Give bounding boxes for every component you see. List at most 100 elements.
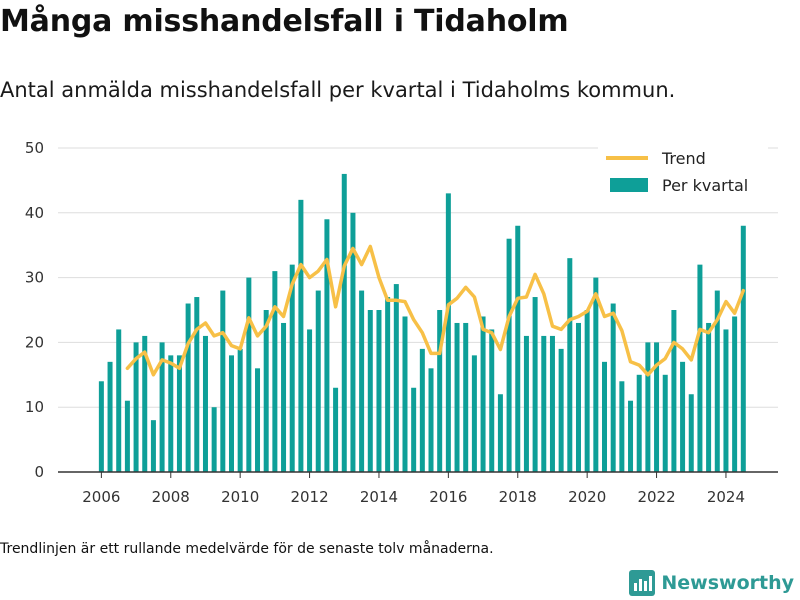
- newsworthy-logo-icon: [629, 570, 656, 596]
- bar: [393, 284, 399, 472]
- bar: [185, 303, 191, 472]
- x-tick-label: 2024: [707, 488, 745, 506]
- bar: [497, 394, 503, 472]
- bar: [489, 329, 495, 472]
- bar: [523, 335, 529, 472]
- bar: [150, 420, 156, 472]
- bar: [454, 322, 460, 472]
- bar: [281, 322, 287, 472]
- bar: [706, 322, 712, 472]
- bar: [168, 355, 174, 472]
- axes: 0 10 20 30 40 50 2006 2008 2010 2012 2014 2016 2018 2…: [25, 139, 778, 506]
- bar: [194, 297, 200, 472]
- y-tick-label: 10: [25, 398, 44, 416]
- bar: [480, 316, 486, 472]
- x-tick-label: 2010: [221, 488, 259, 506]
- bar: [142, 335, 148, 472]
- y-tick-label: 50: [25, 139, 44, 157]
- bar: [428, 368, 434, 472]
- bar: [289, 264, 295, 472]
- x-tick-label: 2008: [152, 488, 190, 506]
- bar: [359, 290, 365, 472]
- bar: [558, 348, 564, 472]
- bar: [315, 290, 321, 472]
- legend-bar-label: Per kvartal: [662, 176, 748, 195]
- bar: [619, 381, 625, 472]
- bar: [567, 258, 573, 472]
- bar: [584, 310, 590, 472]
- bar: [445, 193, 451, 473]
- y-tick-label: 40: [25, 204, 44, 222]
- x-tick-label: 2014: [360, 488, 398, 506]
- y-tick-label: 20: [25, 333, 44, 351]
- bar: [124, 400, 130, 472]
- bar: [298, 199, 304, 472]
- chart-title: Många misshandelsfall i Tidaholm: [0, 4, 569, 39]
- bar: [697, 264, 703, 472]
- bar: [246, 277, 252, 472]
- bar: [419, 348, 425, 472]
- bar: [133, 342, 139, 472]
- bar: [367, 310, 373, 472]
- bar: [636, 374, 642, 472]
- legend-bar-swatch: [610, 178, 648, 192]
- bar: [376, 310, 382, 472]
- bar: [671, 310, 677, 472]
- bar: [645, 342, 651, 472]
- bar: [307, 329, 313, 472]
- bar: [549, 335, 555, 472]
- bar: [506, 238, 512, 472]
- bar: [350, 212, 356, 473]
- x-tick-label: 2022: [637, 488, 675, 506]
- legend: Trend Per kvartal: [598, 144, 768, 202]
- bar: [602, 361, 608, 472]
- bar: [263, 310, 269, 472]
- brand-logo: Newsworthy: [629, 570, 794, 596]
- bar: [228, 355, 234, 472]
- x-tick-label: 2012: [290, 488, 328, 506]
- bar: [732, 316, 738, 472]
- bar: [324, 219, 330, 472]
- bar: [654, 342, 660, 472]
- x-tick-label: 2020: [568, 488, 606, 506]
- y-tick-label: 0: [34, 463, 44, 481]
- x-tick-label: 2016: [429, 488, 467, 506]
- bar: [255, 368, 261, 472]
- x-tick-label: 2006: [82, 488, 120, 506]
- bar-chart: 0 10 20 30 40 50 2006 2008 2010 2012 2014 2016 2018 2…: [25, 139, 778, 506]
- bar: [714, 290, 720, 472]
- bar: [333, 387, 339, 472]
- bar: [532, 297, 538, 472]
- chart-subtitle: Antal anmälda misshandelsfall per kvarta…: [0, 78, 676, 102]
- bar: [272, 271, 278, 472]
- bar: [593, 277, 599, 472]
- x-tick-label: 2018: [499, 488, 537, 506]
- bar: [471, 355, 477, 472]
- bar-series: [98, 173, 746, 473]
- bar: [202, 335, 208, 472]
- bar: [176, 355, 182, 472]
- brand-name: Newsworthy: [661, 572, 794, 594]
- bar: [341, 173, 347, 473]
- bar: [385, 297, 391, 472]
- bar: [220, 290, 226, 472]
- bar: [740, 225, 746, 472]
- legend-background: [598, 144, 768, 202]
- bar: [575, 322, 581, 472]
- bar: [628, 400, 634, 472]
- trend-series: [125, 244, 746, 377]
- bar: [610, 303, 616, 472]
- bar: [437, 310, 443, 472]
- bar: [541, 335, 547, 472]
- bar: [411, 387, 417, 472]
- bar: [116, 329, 122, 472]
- bar: [402, 316, 408, 472]
- bar: [211, 407, 217, 472]
- bar: [662, 374, 668, 472]
- bar: [107, 361, 113, 472]
- bar: [515, 225, 521, 472]
- y-tick-label: 30: [25, 269, 44, 287]
- bar: [237, 348, 243, 472]
- bar: [159, 342, 165, 472]
- legend-trend-label: Trend: [661, 149, 706, 168]
